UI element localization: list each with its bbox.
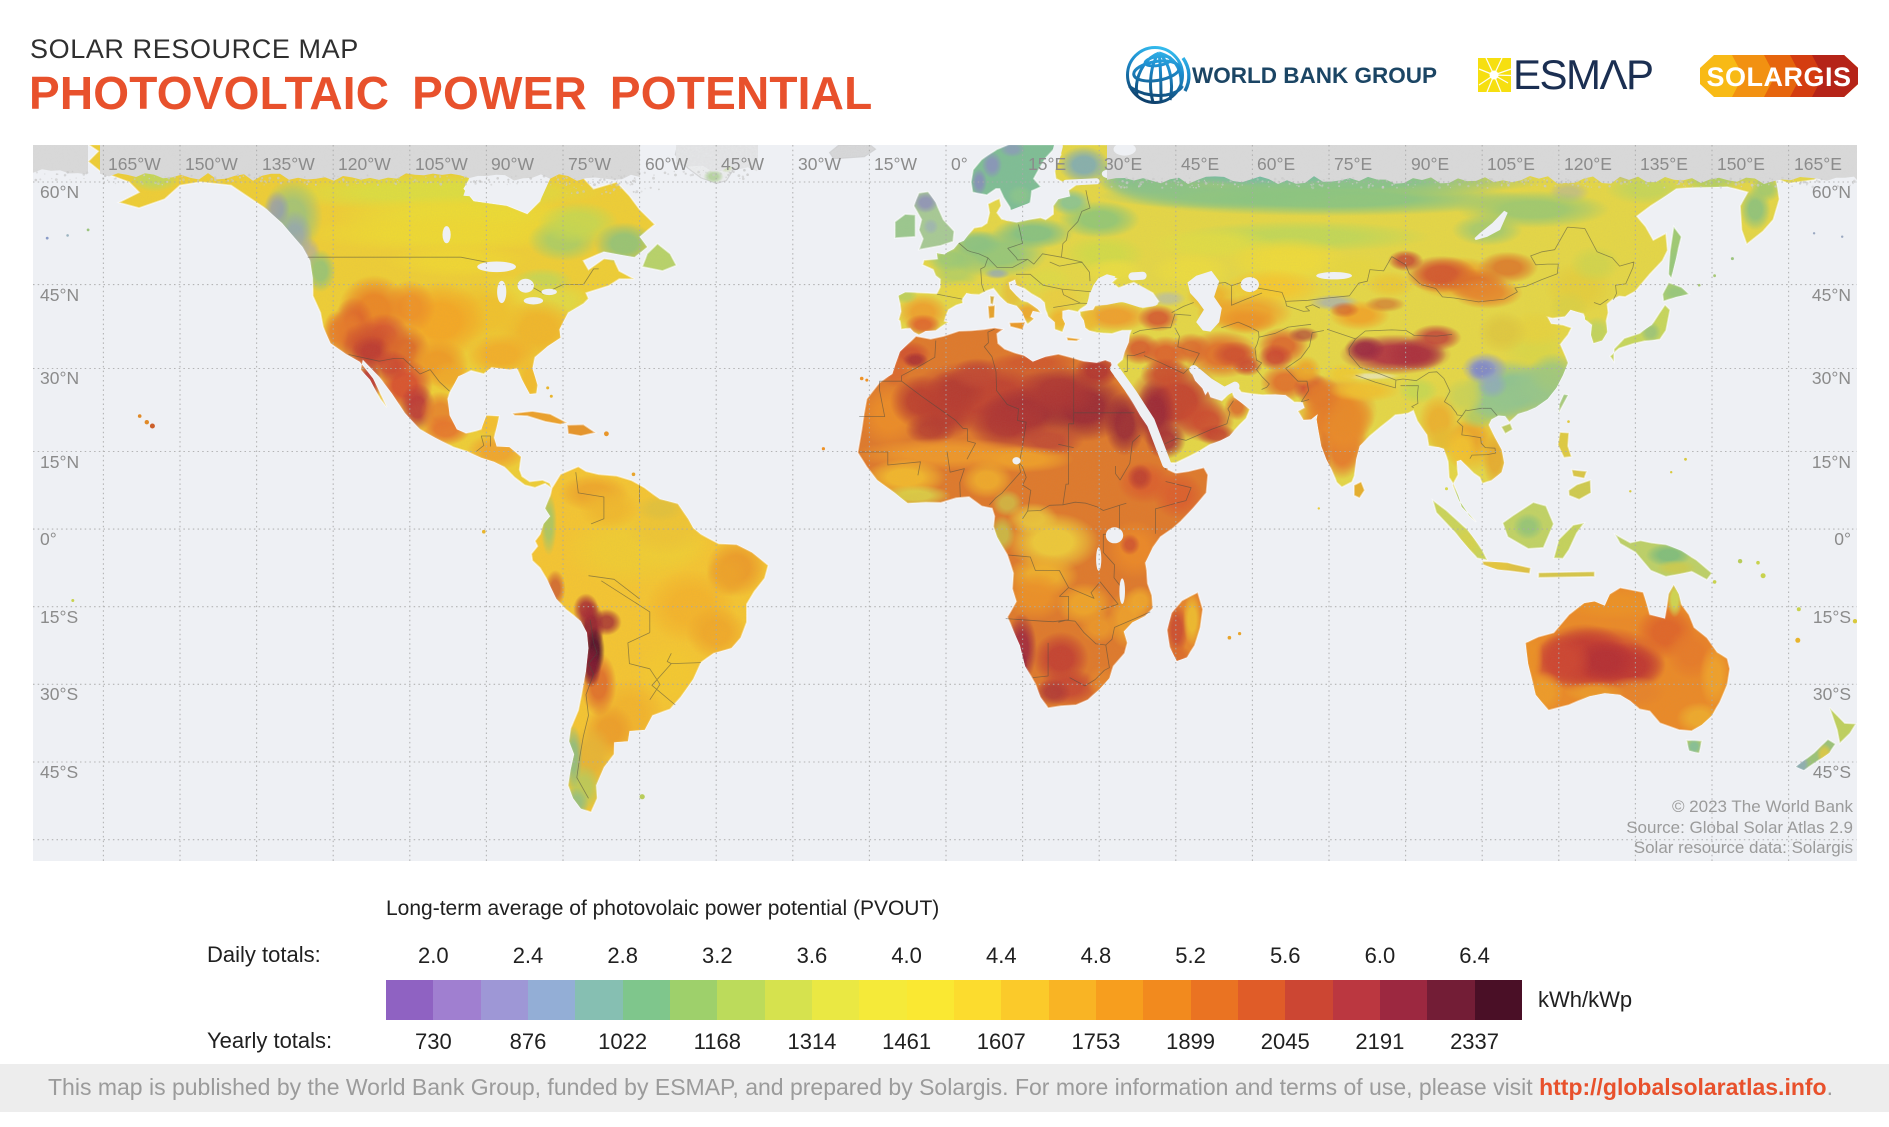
svg-text:SOLARGIS: SOLARGIS — [1706, 62, 1851, 92]
svg-text:105°E: 105°E — [1487, 154, 1535, 174]
svg-text:150°W: 150°W — [185, 154, 238, 174]
svg-text:15°S: 15°S — [1813, 607, 1851, 627]
svg-text:© 2023 The World Bank: © 2023 The World Bank — [1672, 797, 1854, 816]
svg-text:45°N: 45°N — [40, 285, 79, 305]
svg-text:30°S: 30°S — [1813, 684, 1851, 704]
svg-text:15°N: 15°N — [1812, 452, 1851, 472]
svg-text:45°N: 45°N — [1812, 285, 1851, 305]
svg-text:15°W: 15°W — [874, 154, 917, 174]
svg-text:105°W: 105°W — [415, 154, 468, 174]
svg-text:165°E: 165°E — [1794, 154, 1842, 174]
svg-text:45°S: 45°S — [1813, 762, 1851, 782]
svg-text:45°S: 45°S — [40, 762, 78, 782]
svg-text:60°N: 60°N — [40, 182, 79, 202]
svg-text:135°W: 135°W — [262, 154, 315, 174]
svg-text:165°W: 165°W — [108, 154, 161, 174]
svg-text:WORLD BANK GROUP: WORLD BANK GROUP — [1192, 63, 1437, 88]
svg-text:30°N: 30°N — [1812, 368, 1851, 388]
svg-text:0°: 0° — [951, 154, 968, 174]
svg-text:30°N: 30°N — [40, 368, 79, 388]
svg-text:60°W: 60°W — [645, 154, 688, 174]
svg-text:90°E: 90°E — [1411, 154, 1449, 174]
svg-text:15°S: 15°S — [40, 607, 78, 627]
svg-text:0°: 0° — [40, 529, 57, 549]
svg-text:Solar resource data: Solargis: Solar resource data: Solargis — [1634, 838, 1853, 857]
svg-text:30°W: 30°W — [798, 154, 841, 174]
svg-text:75°E: 75°E — [1334, 154, 1372, 174]
svg-text:90°W: 90°W — [491, 154, 534, 174]
svg-text:15°E: 15°E — [1028, 154, 1066, 174]
svg-text:60°E: 60°E — [1257, 154, 1295, 174]
svg-text:135°E: 135°E — [1640, 154, 1688, 174]
svg-text:30°S: 30°S — [40, 684, 78, 704]
svg-text:45°E: 45°E — [1181, 154, 1219, 174]
svg-text:120°E: 120°E — [1564, 154, 1612, 174]
svg-text:Source: Global Solar Atlas 2.9: Source: Global Solar Atlas 2.9 — [1626, 818, 1853, 837]
svg-text:150°E: 150°E — [1717, 154, 1765, 174]
svg-text:45°W: 45°W — [721, 154, 764, 174]
svg-text:75°W: 75°W — [568, 154, 611, 174]
svg-text:15°N: 15°N — [40, 452, 79, 472]
svg-text:30°E: 30°E — [1104, 154, 1142, 174]
svg-text:120°W: 120°W — [338, 154, 391, 174]
svg-text:ESMΛP: ESMΛP — [1513, 55, 1655, 95]
svg-text:0°: 0° — [1834, 529, 1851, 549]
svg-text:60°N: 60°N — [1812, 182, 1851, 202]
